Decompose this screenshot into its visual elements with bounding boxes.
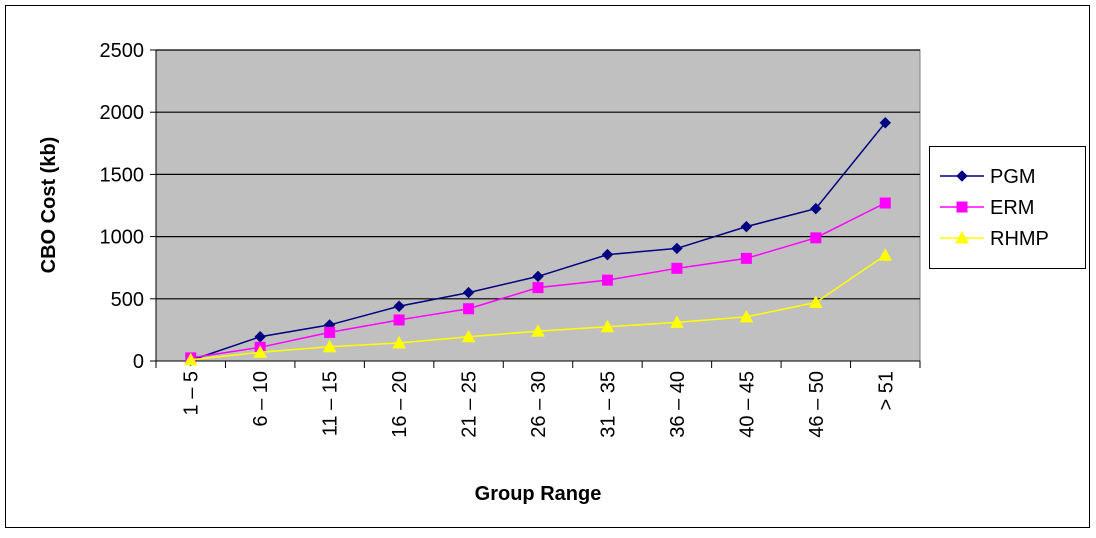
data-point-pgm [671,242,683,255]
data-point-rhmp [600,319,615,333]
data-point-pgm [532,270,544,283]
legend: PGM ERM RHMP [929,146,1086,269]
legend-marker-rhmp [955,230,969,244]
x-tick-label: 1 – 5 [181,371,203,415]
data-point-erm [393,314,405,326]
x-tick-label: 6 – 10 [250,371,272,427]
data-point-rhmp [739,309,754,323]
x-axis-title: Group Range [475,483,602,505]
data-point-rhmp [322,339,337,353]
x-tick-label: 46 – 50 [806,371,828,438]
y-tick-label: 500 [111,289,144,311]
data-point-erm [532,282,544,294]
data-point-rhmp [183,352,198,366]
data-point-rhmp [253,345,268,358]
legend-marker-pgm [956,170,968,182]
data-point-erm [810,232,822,244]
data-point-pgm [879,117,891,129]
y-tick-label: 1500 [100,164,145,186]
legend-marker-erm [956,201,968,213]
x-tick-label: > 51 [875,371,897,410]
data-point-pgm [810,202,822,215]
y-tick-label: 0 [133,351,144,373]
legend-label-erm: ERM [990,197,1034,219]
series-rhmp [183,248,893,366]
data-point-erm [601,274,613,286]
y-tick-label: 2500 [100,40,145,62]
data-point-erm [463,303,475,315]
data-point-rhmp [461,329,476,343]
data-point-pgm [393,300,405,312]
legend-label-rhmp: RHMP [990,228,1049,250]
data-point-pgm [740,220,753,233]
plot-area [155,49,921,362]
data-point-erm [324,326,336,338]
x-tick-label: 21 – 25 [459,371,481,438]
data-point-rhmp [670,315,684,328]
data-point-erm [879,197,891,209]
x-tick-labels: 1 – 5 6 – 10 11 – 15 16 – 20 21 – 25 26 – 30 3… [155,361,921,438]
y-tick-label: 1000 [100,227,145,249]
data-point-erm [740,252,752,264]
data-point-rhmp [392,335,406,349]
legend-label-pgm: PGM [990,166,1036,188]
data-point-rhmp [808,295,823,309]
data-point-pgm [254,331,266,343]
data-point-rhmp [531,324,545,337]
axes [155,50,920,362]
series-lines [183,117,893,367]
data-point-pgm [601,248,614,261]
x-tick-label: 40 – 45 [736,371,758,438]
x-tick-label: 26 – 30 [528,371,550,438]
x-tick-label: 16 – 20 [389,371,411,438]
x-tick-label: 11 – 15 [320,371,342,436]
y-tick-labels: 0 500 1000 1500 2000 2500 [100,40,156,373]
gridlines [156,49,920,300]
x-tick-label: 31 – 35 [597,371,619,438]
data-point-erm [671,262,683,274]
y-axis-title: CBO Cost (kb) [38,137,60,274]
x-tick-label: 36 – 40 [667,371,689,438]
data-point-pgm [462,286,475,299]
y-tick-label: 2000 [100,102,145,124]
data-point-rhmp [878,248,893,261]
